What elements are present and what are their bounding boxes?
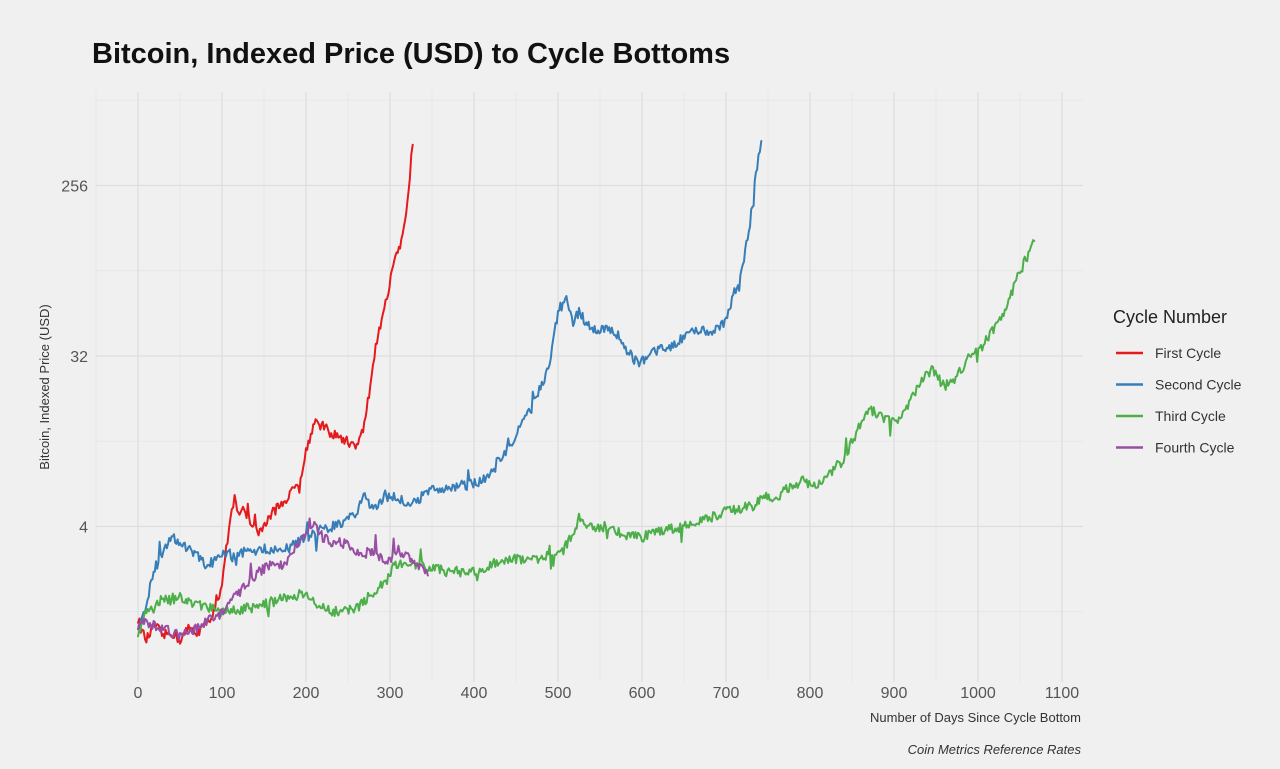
x-tick-label: 1100 (1045, 685, 1080, 702)
x-tick-label: 500 (545, 685, 572, 702)
grid (95, 92, 1083, 682)
legend-items: First Cycle Second Cycle Third Cycle Fourth… (1116, 345, 1242, 456)
series-line-4 (137, 517, 429, 642)
series-line-3 (137, 239, 1036, 638)
x-tick-label: 200 (293, 685, 320, 702)
x-tick-label: 800 (797, 685, 824, 702)
y-tick-label: 256 (61, 178, 88, 195)
legend-label-2: Second Cycle (1155, 377, 1242, 393)
x-axis-ticks: 0 100 200 300 400 500 600 700 800 900 1000 1100 (134, 685, 1080, 702)
y-tick-label: 4 (79, 519, 88, 536)
y-axis-ticks: 4 32 256 (61, 178, 88, 536)
x-tick-label: 700 (713, 685, 740, 702)
x-tick-label: 300 (377, 685, 404, 702)
y-axis-label: Bitcoin, Indexed Price (USD) (37, 304, 52, 469)
x-axis-label: Number of Days Since Cycle Bottom (870, 710, 1081, 725)
legend: Cycle Number First Cycle Second Cycle Thir… (1113, 307, 1242, 456)
x-tick-label: 1000 (960, 685, 996, 702)
series-layer (137, 140, 1036, 645)
x-tick-label: 100 (209, 685, 236, 702)
legend-label-3: Third Cycle (1155, 408, 1226, 424)
x-tick-label: 900 (881, 685, 908, 702)
series-line-1 (137, 143, 414, 645)
caption: Coin Metrics Reference Rates (908, 742, 1082, 757)
legend-title: Cycle Number (1113, 307, 1227, 327)
y-tick-label: 32 (70, 349, 88, 366)
chart-title: Bitcoin, Indexed Price (USD) to Cycle Bo… (92, 38, 730, 70)
x-tick-label: 600 (629, 685, 656, 702)
legend-label-4: Fourth Cycle (1155, 440, 1235, 456)
x-tick-label: 0 (134, 685, 143, 702)
x-tick-label: 400 (461, 685, 488, 702)
legend-label-1: First Cycle (1155, 345, 1221, 361)
series-line-2 (137, 140, 763, 631)
